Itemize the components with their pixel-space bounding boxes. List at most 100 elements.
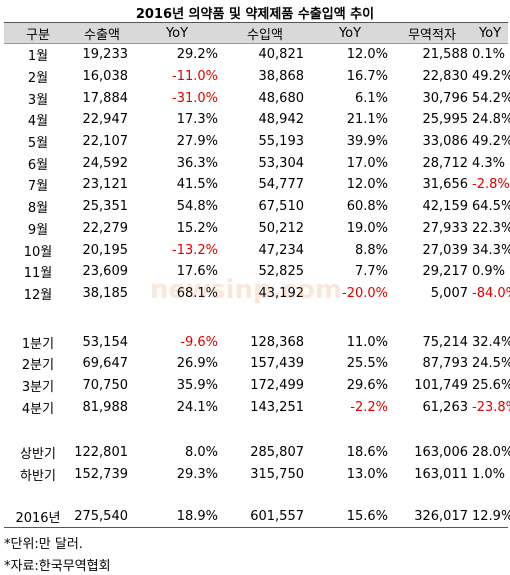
row-label: 8월 — [27, 201, 49, 217]
header-cell: 수입액 — [222, 22, 308, 44]
cell: 23,609 — [82, 264, 129, 280]
cell: 21,588 — [422, 47, 469, 63]
cell: 31,656 — [422, 177, 469, 193]
cell: 315,750 — [250, 467, 304, 483]
table-row: 2016년 275,540 18.9% 601,557 15.6% 326,017 12.9… — [4, 505, 510, 529]
cell: 25,351 — [82, 199, 129, 215]
cell: 34.3% — [472, 242, 510, 258]
cell: 285,807 — [250, 445, 304, 461]
table-row: 8월 25,351 54.8% 67,510 60.8% 42,159 64.5% — [4, 196, 510, 218]
table-row: 4월 22,947 17.3% 48,942 21.1% 25,995 24.8% — [4, 109, 510, 131]
cell: 17.6% — [176, 264, 218, 280]
cell: 50,212 — [258, 220, 305, 236]
cell: 42,159 — [422, 199, 469, 215]
cell: -2.2% — [350, 399, 388, 415]
cell: 8.0% — [184, 445, 218, 461]
cell: 28.0% — [472, 445, 510, 461]
cell: 15.2% — [176, 220, 218, 236]
cell: 22,107 — [82, 134, 129, 150]
cell: 40,821 — [258, 47, 305, 63]
cell: 25,995 — [422, 112, 469, 128]
table-row: 상반기 122,801 8.0% 285,807 18.6% 163,006 28.0% — [4, 442, 510, 464]
row-label: 12월 — [23, 287, 53, 303]
cell: 6.1% — [354, 90, 388, 106]
header-cell: YoY — [472, 22, 508, 44]
row-label: 5월 — [27, 136, 49, 152]
row-label: 3월 — [27, 92, 49, 108]
title: 2016년 의약품 및 약제제품 수출입액 추이 — [135, 7, 375, 22]
table-row: 9월 22,279 15.2% 50,212 19.0% 27,933 22.3% — [4, 218, 510, 240]
cell: 52,825 — [258, 264, 305, 280]
cell: 21.1% — [346, 112, 388, 128]
table-row: 12월 38,185 68.1% 43,192 -20.0% 5,007-84.0% — [4, 283, 510, 305]
cell: 33,086 — [422, 134, 469, 150]
table-row: 5월 22,107 27.9% 55,193 39.9% 33,086 49.2% — [4, 131, 510, 153]
cell: 36.3% — [176, 155, 218, 171]
cell: 275,540 — [72, 505, 132, 529]
cell: 70,750 — [82, 377, 129, 393]
cell: 49.2% — [472, 69, 510, 85]
cell: 87,793 — [422, 356, 469, 372]
cell: -13.2% — [172, 242, 218, 258]
table-row: 7월 23,121 41.5% 54,777 12.0% 31,656 -2.8% — [4, 174, 510, 196]
cell: 12.9% — [472, 505, 510, 529]
cell: 24.8% — [472, 112, 510, 128]
cell: 23,121 — [82, 177, 129, 193]
cell: 0.9% — [472, 264, 506, 280]
cell: 122,801 — [74, 445, 128, 461]
row-label: 2016년 — [4, 505, 72, 529]
row-label: 4분기 — [21, 401, 55, 417]
cell: 38,868 — [258, 69, 305, 85]
cell: 68.1% — [176, 285, 218, 301]
cell: 48,942 — [258, 112, 305, 128]
row-label: 2월 — [27, 71, 49, 87]
cell: 17.3% — [176, 112, 218, 128]
table-row: 3분기 70,750 35.9% 172,499 29.6% 101,749 25.6% — [4, 375, 510, 397]
cell: 27,933 — [422, 220, 469, 236]
cell: 18.6% — [346, 445, 388, 461]
cell: 17.0% — [346, 155, 388, 171]
cell: 7.7% — [354, 264, 388, 280]
cell: 16,038 — [82, 69, 129, 85]
table-row: 2분기 69,647 26.9% 157,439 25.5% 87,793 24.5% — [4, 353, 510, 375]
cell: 101,749 — [414, 377, 468, 393]
cell: 24.1% — [176, 399, 218, 415]
cell: 54,777 — [258, 177, 305, 193]
cell: 38,185 — [82, 285, 129, 301]
cell: 5,007 — [430, 285, 468, 301]
row-label: 3분기 — [21, 379, 55, 395]
table-row: 4분기 81,988 24.1% 143,251 -2.2% 61,263-23.8% — [4, 396, 510, 418]
cell: 0.1% — [472, 47, 506, 63]
table-row: 하반기 152,739 29.3% 315,750 13.0% 163,011 1.0% — [4, 464, 508, 486]
row-label: 7월 — [27, 179, 49, 195]
cell: 53,304 — [258, 155, 305, 171]
cell: 12.0% — [346, 177, 388, 193]
table-row: 11월 23,609 17.6% 52,825 7.7% 29,217 0.9% — [4, 261, 508, 283]
cell: 20,195 — [82, 242, 129, 258]
cell: 16.7% — [346, 69, 388, 85]
cell: 163,011 — [414, 467, 468, 483]
cell: 22,279 — [82, 220, 129, 236]
cell: 29,217 — [422, 264, 469, 280]
cell: 61,263 — [422, 399, 469, 415]
cell: 49.2% — [472, 134, 510, 150]
row-label: 11월 — [23, 266, 53, 282]
cell: 1.0% — [472, 467, 506, 483]
cell: 54.2% — [472, 90, 510, 106]
cell: 12.0% — [346, 47, 388, 63]
cell: 35.9% — [176, 377, 218, 393]
table-row: 1분기 53,154 -9.6% 128,368 11.0% 75,214 32.4% — [4, 331, 510, 353]
row-label: 9월 — [27, 222, 49, 238]
cell: -11.0% — [172, 69, 218, 85]
cell: 60.8% — [346, 199, 388, 215]
cell: 75,214 — [422, 334, 469, 350]
cell: 47,234 — [258, 242, 305, 258]
cell: 25.6% — [472, 377, 510, 393]
cell: 41.5% — [176, 177, 218, 193]
cell: 29.3% — [176, 467, 218, 483]
cell: 128,368 — [250, 334, 304, 350]
cell: 143,251 — [250, 399, 304, 415]
row-label: 10월 — [23, 244, 53, 260]
cell: 27.9% — [176, 134, 218, 150]
